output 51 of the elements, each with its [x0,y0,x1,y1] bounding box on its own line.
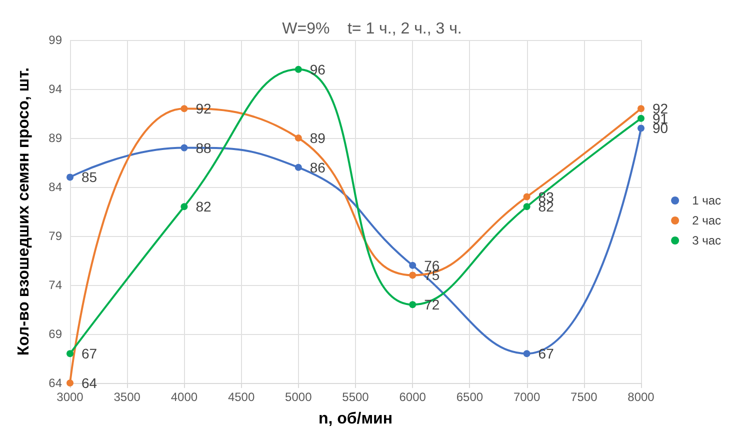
legend-label: 2 час [692,214,722,228]
point [638,114,644,122]
x-tick-label: 5000 [285,390,312,404]
x-tick-label: 7500 [570,390,598,404]
x-tick-label: 7000 [513,390,540,404]
data-label: 89 [310,130,326,146]
data-label: 64 [82,375,98,391]
data-label: 82 [196,198,212,215]
legend-label: 3 час [692,234,722,248]
point [523,193,530,200]
data-label: 72 [424,296,440,313]
x-tick-label: 3500 [114,390,141,404]
x-tick-label: 6000 [399,390,426,404]
data-label: 85 [82,169,98,186]
x-tick-label: 4500 [228,390,255,404]
y-tick-label: 79 [48,229,62,243]
y-tick-label: 64 [48,376,62,390]
point [180,144,188,152]
point [66,350,74,358]
x-tick-label: 4000 [170,390,198,404]
legend-label: 1 час [692,194,722,208]
point [523,350,530,358]
point [409,272,416,279]
point [180,105,188,112]
point [409,262,416,269]
x-tick-label: 6500 [456,390,484,404]
y-axis-title: Кол-во взошедших семян просо, шт. [16,67,32,356]
x-tick-label: 3000 [56,390,84,404]
y-tick-label: 94 [48,82,62,96]
x-tick-label: 5500 [342,390,370,404]
chart-title: W=9% t= 1 ч., 2 ч., 3 ч. [282,20,462,38]
x-axis-title: n, об/мин [318,410,393,428]
data-label: 86 [310,159,326,176]
point [638,124,644,132]
point [409,301,416,308]
point [294,134,302,142]
y-tick-label: 84 [48,180,62,194]
x-tick-label: 8000 [628,390,655,404]
y-tick-label: 89 [48,131,62,145]
point [294,66,302,73]
point [638,105,644,112]
data-label: 67 [82,346,98,362]
point [523,203,530,210]
y-tick-label: 69 [48,327,62,341]
point [66,174,74,181]
point [180,203,188,210]
data-label: 96 [310,61,326,78]
point [294,164,302,171]
data-label: 67 [538,346,554,362]
y-tick-label: 74 [48,278,62,292]
y-tick-label: 99 [48,33,62,47]
